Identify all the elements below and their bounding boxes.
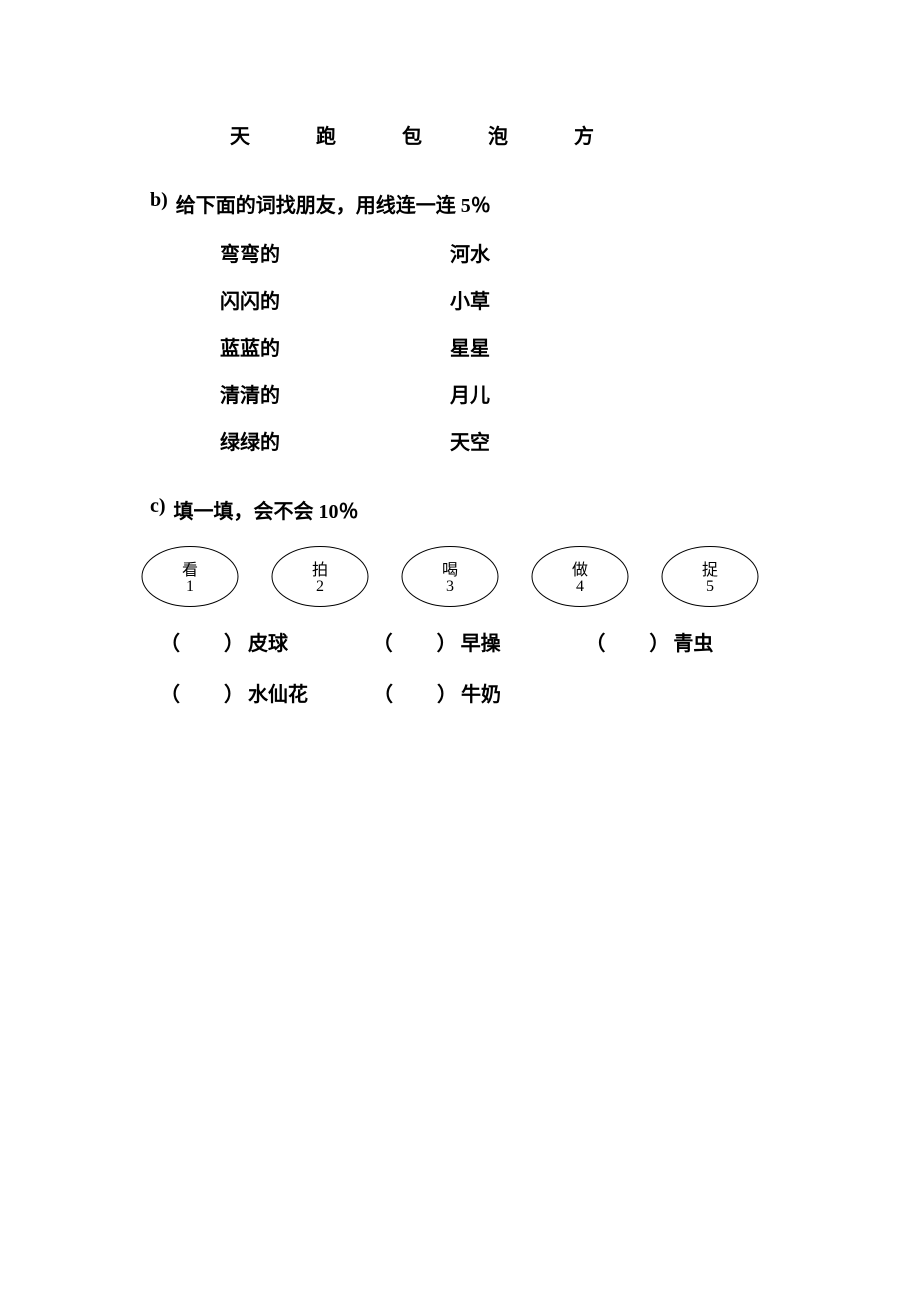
fill-word: 牛奶 bbox=[461, 678, 501, 707]
fill-item: （ ） 皮球 bbox=[160, 627, 345, 656]
fill-word: 早操 bbox=[461, 627, 501, 656]
section-b-title: 给下面的词找朋友，用线连一连 5％ bbox=[176, 189, 491, 218]
paren-close: ） bbox=[437, 678, 457, 707]
pair-left: 弯弯的 bbox=[220, 238, 450, 267]
pair-row: 弯弯的 河水 bbox=[220, 238, 770, 267]
oval-char: 喝 bbox=[400, 556, 500, 580]
fill-row: （ ） 水仙花 （ ） 牛奶 bbox=[160, 678, 770, 707]
pair-row: 闪闪的 小草 bbox=[220, 285, 770, 314]
oval-item: 做 4 bbox=[530, 544, 630, 609]
paren-open: （ bbox=[585, 627, 605, 656]
pair-row: 蓝蓝的 星星 bbox=[220, 332, 770, 361]
oval-char: 拍 bbox=[270, 556, 370, 580]
oval-num: 4 bbox=[530, 578, 630, 596]
paren-close: ） bbox=[224, 627, 244, 656]
section-c-heading: c) 填一填，会不会 10％ bbox=[150, 495, 770, 524]
fill-word: 青虫 bbox=[673, 627, 713, 656]
oval-char: 捉 bbox=[660, 556, 760, 580]
matching-pairs-block: 弯弯的 河水 闪闪的 小草 蓝蓝的 星星 清清的 月儿 绿绿的 天空 bbox=[220, 238, 770, 455]
pair-right: 小草 bbox=[450, 285, 570, 314]
fill-item: （ ） 水仙花 bbox=[160, 678, 345, 707]
pair-right: 月儿 bbox=[450, 379, 570, 408]
section-b-label: b) bbox=[150, 189, 168, 218]
char-item: 泡 bbox=[488, 120, 508, 149]
pair-right: 星星 bbox=[450, 332, 570, 361]
pair-row: 清清的 月儿 bbox=[220, 379, 770, 408]
oval-num: 3 bbox=[400, 578, 500, 596]
fill-item: （ ） 早操 bbox=[373, 627, 558, 656]
char-item: 天 bbox=[230, 120, 250, 149]
paren-close: ） bbox=[224, 678, 244, 707]
pair-left: 蓝蓝的 bbox=[220, 332, 450, 361]
pair-left: 闪闪的 bbox=[220, 285, 450, 314]
fill-word: 皮球 bbox=[248, 627, 288, 656]
fill-row: （ ） 皮球 （ ） 早操 （ ） 青虫 bbox=[160, 627, 770, 656]
char-item: 跑 bbox=[316, 120, 336, 149]
oval-char: 看 bbox=[140, 556, 240, 580]
pair-right: 天空 bbox=[450, 426, 570, 455]
worksheet-page: 天 跑 包 泡 方 b) 给下面的词找朋友，用线连一连 5％ 弯弯的 河水 闪闪… bbox=[0, 0, 920, 707]
pair-right: 河水 bbox=[450, 238, 570, 267]
oval-char: 做 bbox=[530, 556, 630, 580]
pair-left: 清清的 bbox=[220, 379, 450, 408]
fill-item: （ ） 青虫 bbox=[585, 627, 770, 656]
paren-close: ） bbox=[437, 627, 457, 656]
paren-open: （ bbox=[160, 678, 180, 707]
oval-item: 捉 5 bbox=[660, 544, 760, 609]
char-item: 包 bbox=[402, 120, 422, 149]
fill-word: 水仙花 bbox=[248, 678, 308, 707]
paren-open: （ bbox=[373, 678, 393, 707]
char-item: 方 bbox=[574, 120, 594, 149]
fill-item: （ ） 牛奶 bbox=[373, 678, 558, 707]
oval-item: 拍 2 bbox=[270, 544, 370, 609]
oval-num: 2 bbox=[270, 578, 370, 596]
top-character-row: 天 跑 包 泡 方 bbox=[230, 120, 770, 149]
paren-close: ） bbox=[649, 627, 669, 656]
section-b-heading: b) 给下面的词找朋友，用线连一连 5％ bbox=[150, 189, 770, 218]
paren-open: （ bbox=[373, 627, 393, 656]
pair-row: 绿绿的 天空 bbox=[220, 426, 770, 455]
oval-num: 1 bbox=[140, 578, 240, 596]
fill-in-block: （ ） 皮球 （ ） 早操 （ ） 青虫 （ ） bbox=[160, 627, 770, 707]
ovals-row: 看 1 拍 2 喝 3 做 4 捉 bbox=[140, 544, 770, 609]
paren-open: （ bbox=[160, 627, 180, 656]
oval-item: 喝 3 bbox=[400, 544, 500, 609]
section-c-title: 填一填，会不会 10％ bbox=[174, 495, 359, 524]
oval-item: 看 1 bbox=[140, 544, 240, 609]
pair-left: 绿绿的 bbox=[220, 426, 450, 455]
section-c-label: c) bbox=[150, 495, 166, 524]
oval-num: 5 bbox=[660, 578, 760, 596]
